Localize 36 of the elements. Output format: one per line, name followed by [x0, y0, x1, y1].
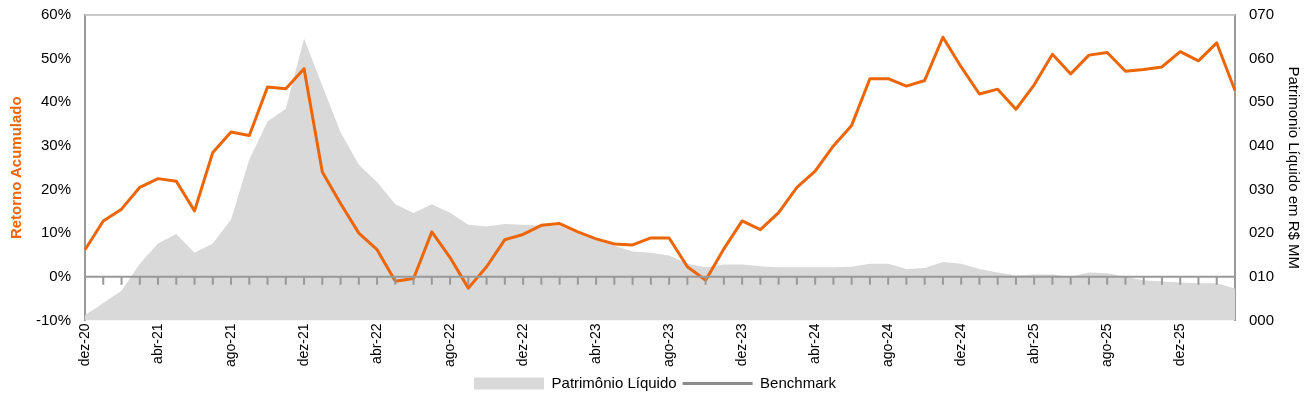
y2-tick-label: 070	[1248, 5, 1274, 23]
y2-tick-label: 000	[1248, 310, 1274, 328]
legend-label: Benchmark	[760, 373, 837, 391]
x-tick-label: ago-25	[1098, 323, 1115, 367]
y-tick-label: 60%	[40, 5, 72, 23]
y-tick-label: 20%	[40, 179, 72, 197]
x-tick-label: abr-21	[148, 323, 165, 364]
x-tick-label: ago-23	[659, 323, 676, 367]
x-tick-label: dez-24	[952, 323, 969, 367]
y-tick-label: 50%	[40, 48, 72, 66]
y2-axis-title: Patrimonio Líquido em R$ MM	[1285, 66, 1303, 269]
legend-label: Patrimônio Líquido	[551, 373, 677, 391]
x-tick-label: ago-24	[879, 323, 896, 367]
x-tick-label: dez-25	[1171, 323, 1188, 367]
y-axis-title: Retorno Acumulado	[7, 96, 25, 240]
y-tick-label: 0%	[49, 266, 72, 284]
y2-tick-label: 020	[1248, 223, 1274, 241]
x-tick-label: dez-21	[294, 323, 311, 367]
x-tick-label: abr-24	[806, 323, 823, 364]
x-tick-label: dez-20	[75, 323, 92, 367]
y-tick-label: 30%	[40, 136, 72, 154]
x-tick-label: abr-25	[1025, 323, 1042, 364]
y-tick-label: 40%	[40, 92, 72, 110]
y2-tick-label: 030	[1248, 179, 1274, 197]
x-tick-label: ago-22	[440, 323, 457, 367]
y2-tick-label: 050	[1248, 92, 1274, 110]
x-tick-label: ago-21	[221, 323, 238, 367]
y2-tick-label: 040	[1248, 136, 1274, 154]
x-tick-label: abr-23	[586, 323, 603, 364]
x-tick-label: dez-23	[732, 323, 749, 367]
y2-tick-label: 010	[1248, 266, 1274, 284]
y2-tick-label: 060	[1248, 48, 1274, 66]
x-tick-label: dez-22	[513, 323, 530, 367]
y-tick-label: -10%	[35, 310, 72, 328]
y-tick-label: 10%	[40, 223, 72, 241]
x-tick-label: abr-22	[367, 323, 384, 364]
